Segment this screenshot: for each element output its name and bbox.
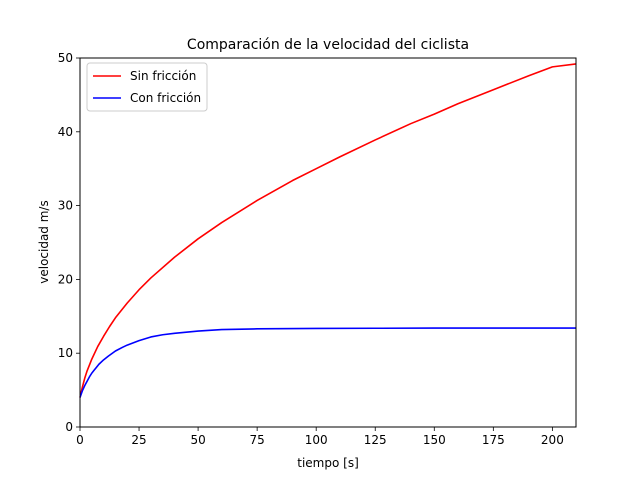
x-tick-label: 50 (190, 433, 205, 447)
series-line-sin-friccion (79, 63, 577, 398)
y-tick-label: 20 (58, 272, 73, 286)
y-tick-label: 30 (58, 199, 73, 213)
chart-title: Comparación de la velocidad del ciclista (187, 37, 469, 53)
y-tick-label: 40 (58, 125, 73, 139)
x-tick-label: 175 (482, 433, 505, 447)
x-tick-label: 100 (305, 433, 328, 447)
x-tick-label: 150 (423, 433, 446, 447)
y-tick-label: 0 (65, 420, 73, 434)
y-tick-label: 50 (58, 51, 73, 65)
legend-box (86, 62, 208, 112)
plot-frame (79, 57, 577, 428)
x-tick-label: 200 (541, 433, 564, 447)
x-tick-label: 25 (131, 433, 146, 447)
x-axis-label: tiempo [s] (297, 456, 359, 470)
x-tick-label: 75 (250, 433, 265, 447)
legend: Sin fricción Con fricción (86, 62, 208, 112)
legend-label-con-friccion: Con fricción (130, 91, 201, 105)
y-axis-label: velocidad m/s (37, 200, 51, 283)
legend-label-sin-friccion: Sin fricción (130, 69, 196, 83)
series-line-con-friccion (79, 327, 576, 398)
x-tick-label: 0 (76, 433, 84, 447)
y-tick-label: 10 (58, 346, 73, 360)
x-tick-label: 125 (364, 433, 387, 447)
